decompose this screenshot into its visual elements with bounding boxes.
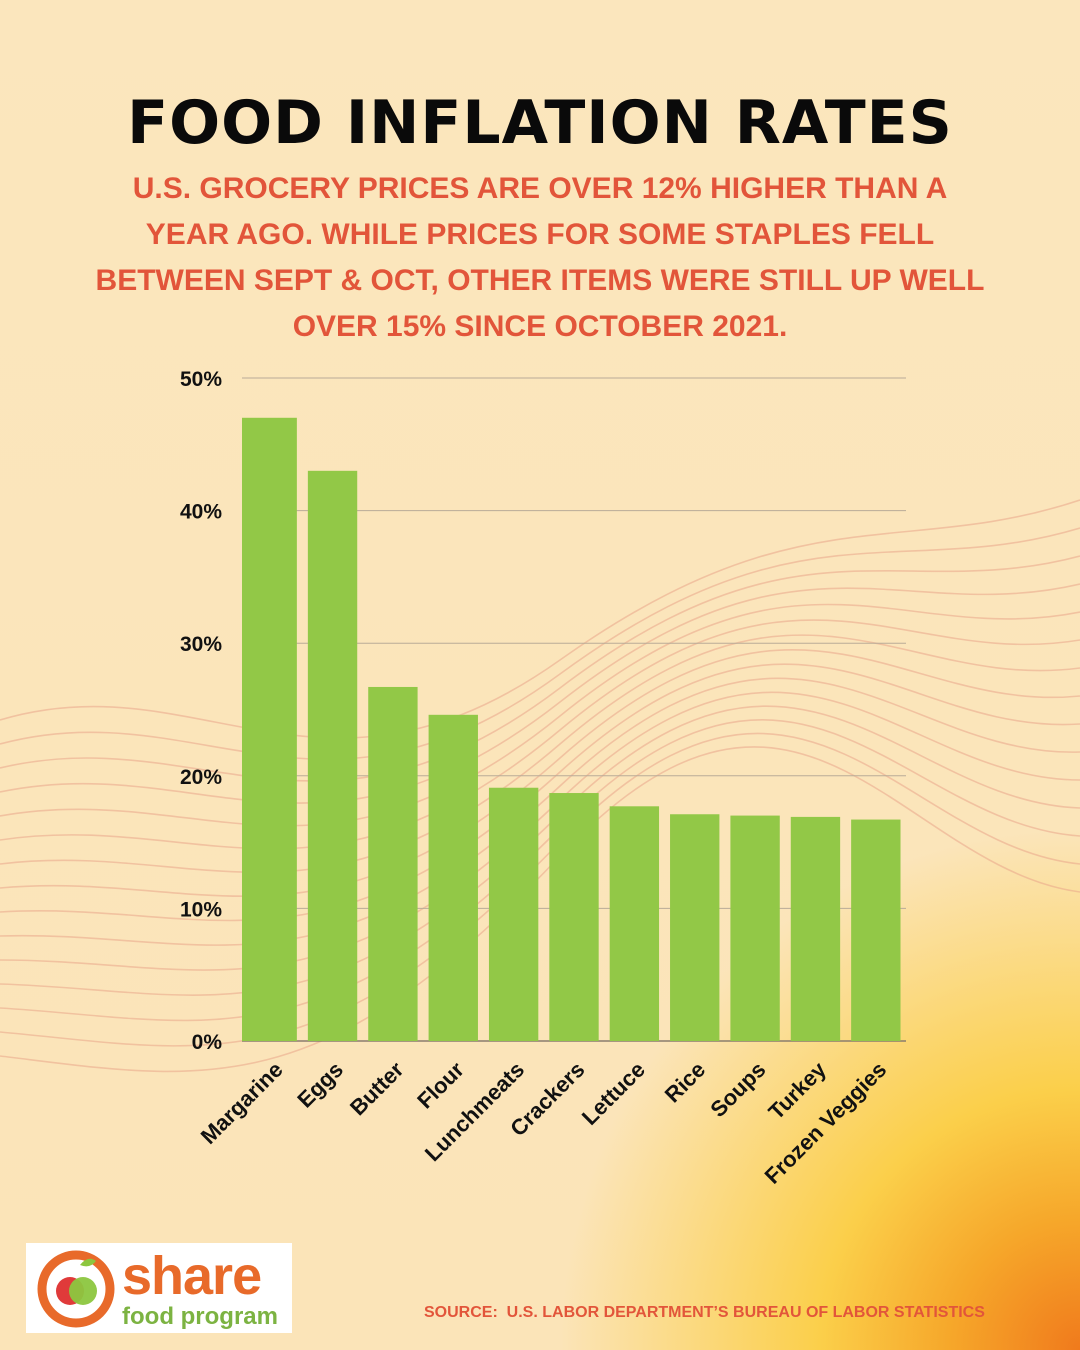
x-category-label: Rice <box>660 1057 711 1108</box>
y-tick-label: 0% <box>192 1031 223 1054</box>
page-title: FOOD INFLATION RATES <box>127 88 953 158</box>
wave-line <box>0 634 1080 874</box>
wave-line <box>0 663 1080 922</box>
bar-butter <box>368 686 418 1041</box>
y-tick-label: 30% <box>180 633 222 656</box>
x-category-label: Soups <box>705 1057 770 1122</box>
wave-line <box>0 499 1080 739</box>
bar-flour <box>428 714 478 1041</box>
bar-frozen-veggies <box>851 819 901 1041</box>
x-category-label: Butter <box>345 1057 409 1121</box>
apple-logo-icon <box>37 1250 115 1328</box>
bar-soups <box>730 815 780 1041</box>
wave-line <box>0 527 1080 761</box>
wave-line <box>0 555 1080 782</box>
wave-line <box>0 583 1080 804</box>
x-category-label: Eggs <box>292 1057 348 1113</box>
wave-line <box>0 603 1080 827</box>
wave-line <box>0 649 1080 897</box>
y-tick-label: 50% <box>180 368 222 391</box>
x-category-label: Lettuce <box>577 1057 650 1130</box>
source-note: SOURCE: U.S. LABOR DEPARTMENT’S BUREAU O… <box>424 1304 985 1321</box>
bar-margarine <box>242 417 297 1041</box>
wave-line <box>0 619 1080 850</box>
page-subtitle: U.S. GROCERY PRICES ARE OVER 12% HIGHER … <box>95 172 985 343</box>
y-tick-label: 20% <box>180 766 222 789</box>
wave-line <box>0 677 1080 946</box>
logo-word: share <box>122 1246 262 1306</box>
share-food-program-logo: share food program <box>26 1243 292 1333</box>
bar-eggs <box>307 470 358 1041</box>
bar-crackers <box>549 793 599 1041</box>
bar-turkey <box>790 816 841 1041</box>
x-category-label: Flour <box>412 1057 469 1114</box>
y-tick-label: 40% <box>180 501 222 524</box>
bar-lunchmeats <box>488 787 539 1041</box>
x-category-label: Margarine <box>196 1057 288 1149</box>
y-tick-label: 10% <box>180 898 222 921</box>
logo-subtitle: food program <box>122 1303 278 1330</box>
bar-rice <box>670 814 720 1041</box>
bar-lettuce <box>609 806 660 1041</box>
